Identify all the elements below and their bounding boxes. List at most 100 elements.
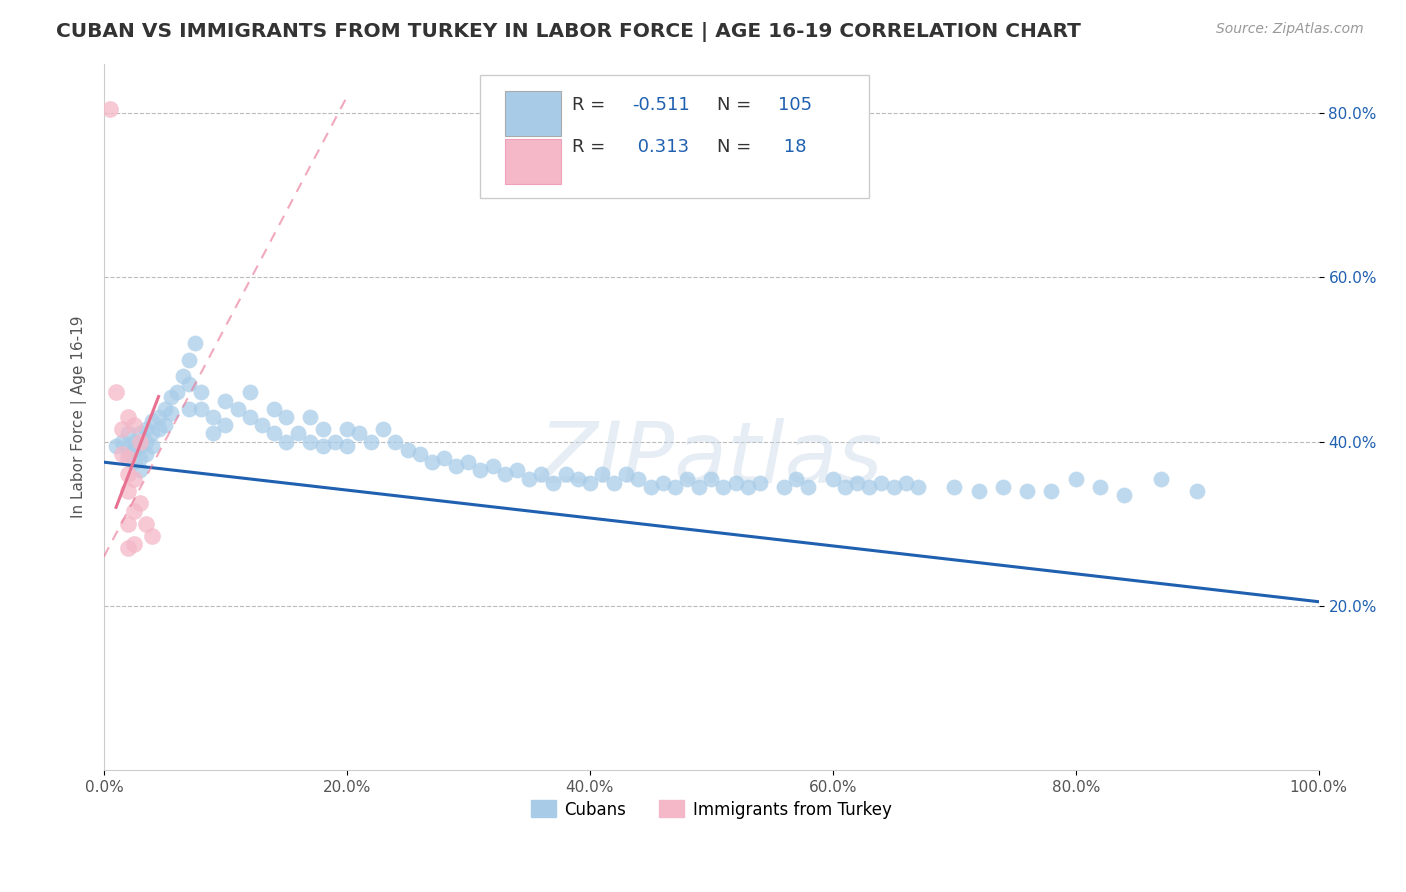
Point — [299, 410, 322, 425]
Point — [129, 439, 152, 453]
Point — [172, 369, 194, 384]
Point — [554, 467, 576, 482]
Point — [773, 480, 796, 494]
Point — [226, 401, 249, 416]
Point — [276, 434, 298, 449]
Point — [287, 426, 309, 441]
Text: 105: 105 — [778, 95, 813, 114]
Point — [481, 459, 503, 474]
Point — [117, 426, 139, 441]
Y-axis label: In Labor Force | Age 16-19: In Labor Force | Age 16-19 — [72, 316, 87, 518]
Point — [117, 516, 139, 531]
Point — [129, 463, 152, 477]
Point — [124, 455, 146, 469]
Point — [664, 480, 686, 494]
Point — [373, 422, 395, 436]
Text: R =: R = — [572, 95, 610, 114]
Point — [433, 451, 456, 466]
Point — [591, 467, 613, 482]
Point — [124, 442, 146, 457]
Point — [858, 480, 880, 494]
Point — [457, 455, 479, 469]
FancyBboxPatch shape — [505, 91, 561, 136]
Point — [943, 480, 966, 494]
Point — [117, 467, 139, 482]
Point — [614, 467, 637, 482]
Text: N =: N = — [717, 138, 758, 156]
Point — [991, 480, 1014, 494]
Point — [129, 434, 152, 449]
Point — [797, 480, 820, 494]
Point — [129, 496, 152, 510]
Point — [967, 483, 990, 498]
Point — [153, 418, 176, 433]
Point — [676, 472, 699, 486]
Point — [141, 439, 163, 453]
Text: 0.313: 0.313 — [633, 138, 689, 156]
Point — [98, 102, 121, 116]
Point — [724, 475, 747, 490]
Point — [148, 422, 170, 436]
Point — [177, 352, 200, 367]
Legend: Cubans, Immigrants from Turkey: Cubans, Immigrants from Turkey — [524, 794, 898, 825]
Point — [651, 475, 673, 490]
Point — [323, 434, 346, 449]
Point — [166, 385, 188, 400]
Point — [135, 516, 157, 531]
Point — [276, 410, 298, 425]
Point — [737, 480, 759, 494]
Point — [748, 475, 770, 490]
Point — [846, 475, 869, 490]
Point — [105, 439, 128, 453]
Point — [111, 447, 134, 461]
FancyBboxPatch shape — [505, 139, 561, 184]
Point — [396, 442, 419, 457]
Point — [420, 455, 443, 469]
Point — [202, 410, 225, 425]
Point — [159, 390, 181, 404]
Point — [688, 480, 710, 494]
Point — [135, 447, 157, 461]
Point — [159, 406, 181, 420]
Point — [543, 475, 565, 490]
Point — [821, 472, 844, 486]
Point — [1017, 483, 1039, 498]
Point — [311, 439, 333, 453]
Text: N =: N = — [717, 95, 758, 114]
Point — [129, 426, 152, 441]
Point — [214, 393, 236, 408]
Point — [1187, 483, 1209, 498]
Point — [384, 434, 406, 449]
Point — [1114, 488, 1136, 502]
Point — [263, 401, 285, 416]
Point — [250, 418, 273, 433]
Point — [111, 434, 134, 449]
Point — [336, 422, 359, 436]
Point — [117, 483, 139, 498]
Point — [785, 472, 807, 486]
Point — [579, 475, 602, 490]
Point — [124, 434, 146, 449]
Point — [713, 480, 735, 494]
Point — [870, 475, 893, 490]
Point — [184, 336, 207, 351]
Point — [360, 434, 382, 449]
Text: ZIPatlas: ZIPatlas — [538, 417, 883, 501]
Text: 18: 18 — [778, 138, 807, 156]
Point — [135, 422, 157, 436]
Point — [883, 480, 905, 494]
Point — [190, 385, 212, 400]
Text: R =: R = — [572, 138, 610, 156]
FancyBboxPatch shape — [481, 75, 869, 198]
Point — [299, 434, 322, 449]
Point — [263, 426, 285, 441]
Point — [239, 410, 262, 425]
Point — [117, 541, 139, 556]
Point — [117, 451, 139, 466]
Point — [336, 439, 359, 453]
Point — [894, 475, 917, 490]
Point — [1064, 472, 1087, 486]
Point — [153, 401, 176, 416]
Text: Source: ZipAtlas.com: Source: ZipAtlas.com — [1216, 22, 1364, 37]
Point — [1088, 480, 1111, 494]
